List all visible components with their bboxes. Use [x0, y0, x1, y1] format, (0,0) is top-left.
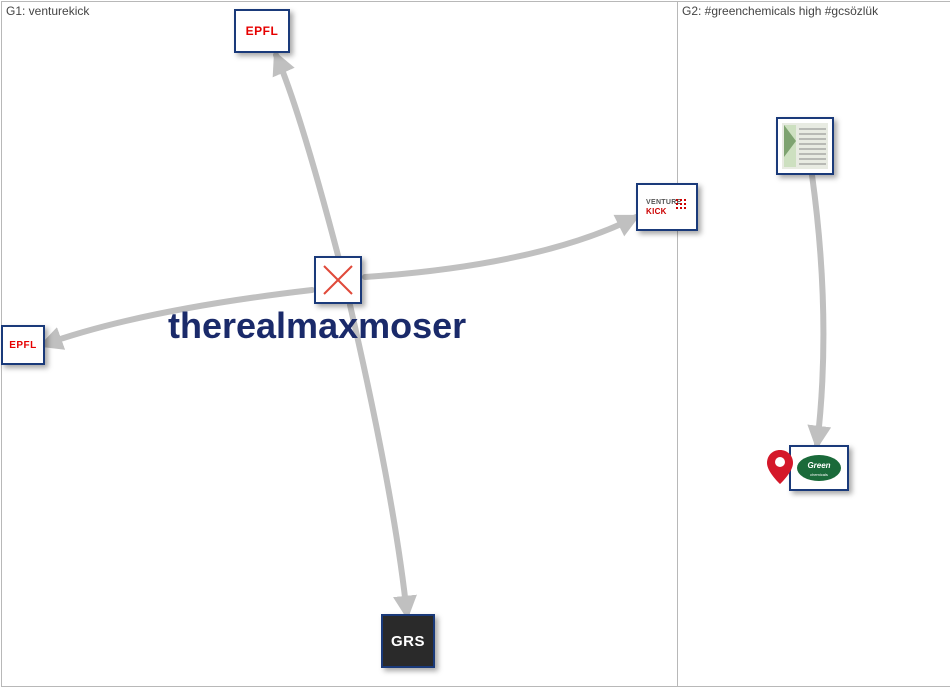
x-cross-icon	[318, 260, 358, 300]
node-grs-label: GRS	[391, 633, 425, 650]
node-epfl-left[interactable]: EPFL	[1, 325, 45, 365]
svg-text:Green: Green	[807, 461, 830, 470]
green-logo-icon: Green chemicals	[793, 449, 845, 487]
center-node-label: therealmaxmoser	[168, 305, 466, 347]
panel-g2: G2: #greenchemicals high #gcsözlük	[677, 1, 950, 687]
svg-text:KICK: KICK	[646, 207, 667, 216]
node-venturekick[interactable]: VENTURE KICK	[636, 183, 698, 231]
node-epfl-top[interactable]: EPFL	[234, 9, 290, 53]
node-epfl-left-label: EPFL	[9, 340, 37, 351]
node-grs[interactable]: GRS	[381, 614, 435, 668]
graph-canvas: G1: venturekick G2: #greenchemicals high…	[0, 0, 950, 688]
node-center[interactable]	[314, 256, 362, 304]
map-pin-icon	[767, 450, 793, 489]
svg-text:chemicals: chemicals	[810, 472, 828, 477]
venturekick-logo-icon: VENTURE KICK	[640, 187, 694, 227]
photo-thumb-icon	[780, 121, 830, 171]
panel-g2-label: G2: #greenchemicals high #gcsözlük	[682, 4, 878, 18]
node-g2-top[interactable]	[776, 117, 834, 175]
node-epfl-top-label: EPFL	[246, 24, 279, 38]
panel-g1-label: G1: venturekick	[6, 4, 89, 18]
node-g2-bottom[interactable]: Green chemicals	[789, 445, 849, 491]
